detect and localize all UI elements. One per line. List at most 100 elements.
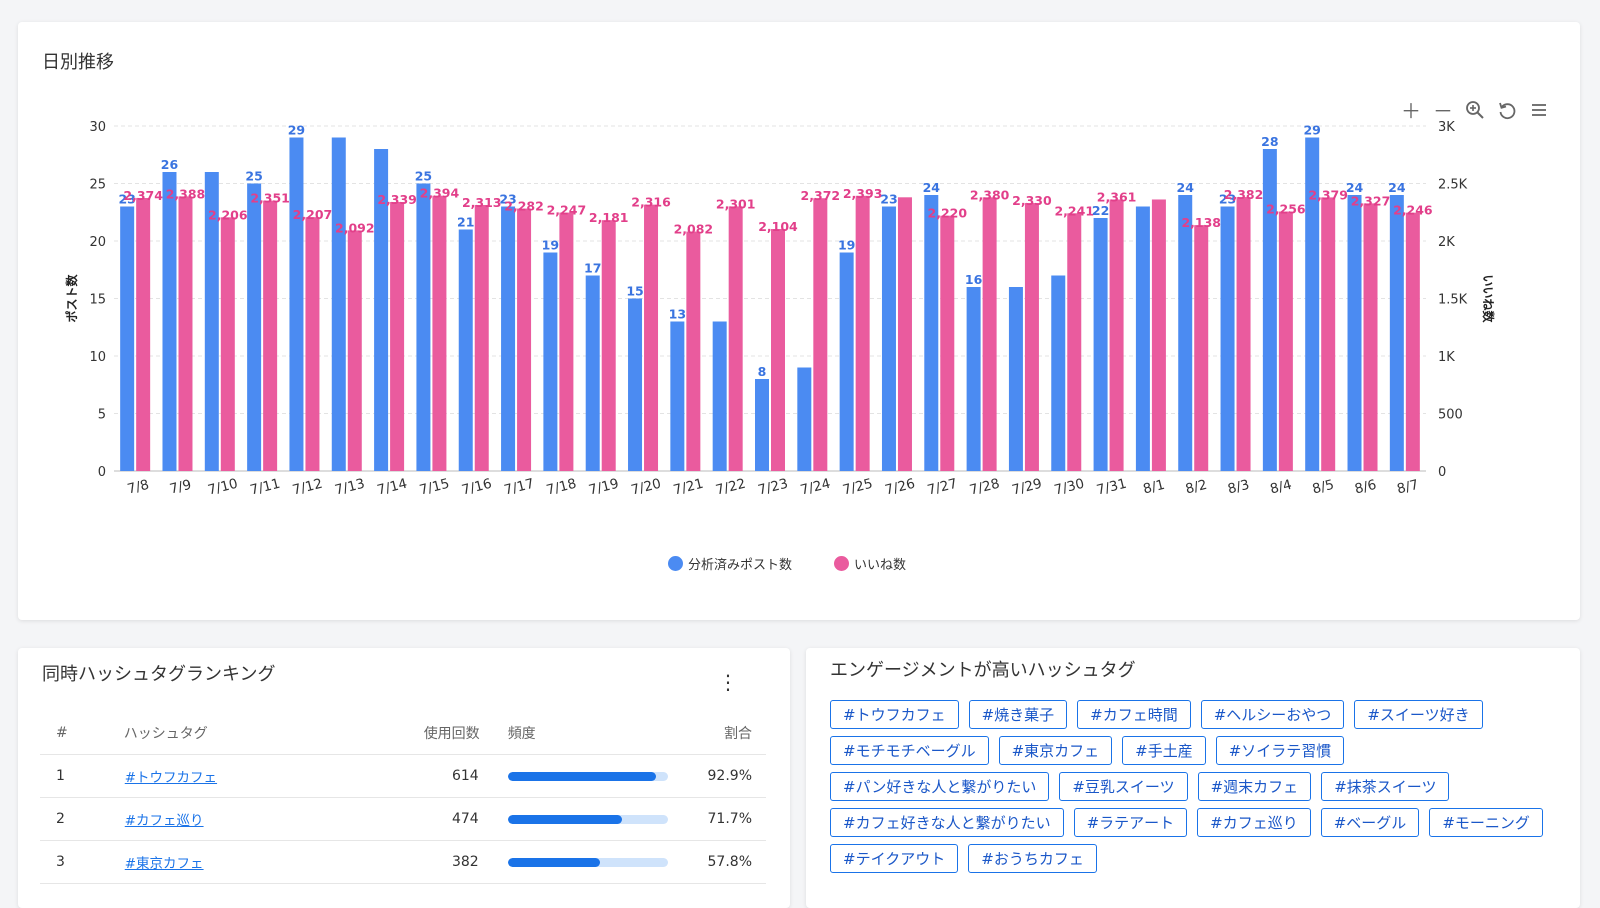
bar-posts [374,149,389,471]
y-right-tick-label: 3K [1438,120,1455,135]
bar-posts [247,183,262,471]
bar-posts [712,321,727,471]
col-ratio[interactable]: 割合 [706,712,766,755]
bar-likes [178,196,193,471]
data-label-likes: 2,393 [843,186,883,201]
hashtag-chip[interactable]: #ソイラテ習慣 [1215,736,1345,765]
data-label-likes: 2,256 [1266,202,1306,217]
bar-posts [1051,275,1066,471]
bar-likes [305,217,320,471]
data-label-posts: 26 [161,157,179,172]
bar-likes [813,198,828,471]
x-tick-label: 7/12 [291,476,324,499]
y-left-axis-title: ポスト数 [64,274,79,323]
hashtag-chip[interactable]: #東京カフェ [998,736,1113,765]
data-label-likes: 2,104 [758,219,798,234]
x-tick-label: 8/1 [1141,477,1166,498]
bar-posts [1305,137,1320,471]
data-label-posts: 24 [923,180,941,195]
bar-posts [1178,195,1193,471]
hashtag-chip[interactable]: #おうちカフェ [968,844,1097,873]
bar-likes [220,217,235,471]
col-frequency[interactable]: 頻度 [479,712,707,755]
bar-likes [390,202,405,471]
legend-posts-label: 分析済みポスト数 [688,558,793,573]
ranking-table: # ハッシュタグ 使用回数 頻度 割合 1 #トウフカフェ 614 92.9% … [40,712,766,884]
bar-posts [501,206,516,471]
hashtag-chip[interactable]: #スイーツ好き [1354,700,1483,729]
bar-posts [966,287,981,471]
x-tick-label: 7/9 [168,477,193,498]
data-label-likes: 2,382 [1224,187,1264,202]
row-hashtag-link[interactable]: #カフェ巡り [124,813,204,829]
hashtag-chip[interactable]: #パン好きな人と繋がりたい [830,772,1050,801]
data-label-likes: 2,372 [801,188,841,203]
hashtag-chip[interactable]: #トウフカフェ [830,700,959,729]
hashtag-chip[interactable]: #ヘルシーおやつ [1200,700,1345,729]
hashtag-chip[interactable]: #手土産 [1122,736,1206,765]
hashtag-chip[interactable]: #週末カフェ [1197,772,1312,801]
data-label-posts: 29 [1303,123,1320,138]
data-label-likes: 2,206 [208,207,248,222]
data-label-posts: 24 [1388,180,1406,195]
y-left-tick-label: 30 [89,120,106,135]
row-rank: 3 [40,840,124,884]
x-tick-label: 7/23 [756,476,789,499]
more-options-icon[interactable]: ⋮ [718,670,738,694]
menu-icon[interactable] [1528,100,1550,122]
bar-posts [585,275,600,471]
bar-posts [458,229,473,471]
x-tick-label: 7/16 [460,476,493,499]
data-label-posts: 19 [838,238,855,253]
x-tick-label: 8/3 [1226,477,1251,498]
bar-likes [940,215,955,471]
bar-likes [517,208,532,471]
bar-posts [1093,218,1108,471]
hashtag-chip[interactable]: #カフェ巡り [1197,808,1311,837]
bar-likes [897,197,912,472]
legend-likes[interactable]: いいね数 [834,554,906,573]
data-label-likes: 2,301 [716,196,756,211]
bar-posts [204,172,219,471]
reset-icon[interactable] [1496,100,1518,122]
bar-posts [162,172,177,471]
hashtag-chip[interactable]: #ラテアート [1073,808,1188,837]
data-label-posts: 28 [1261,134,1278,149]
zoom-minus-icon[interactable]: － [1433,99,1453,123]
data-label-likes: 2,246 [1393,203,1433,218]
frequency-bar-fill [507,857,601,867]
hashtag-chip[interactable]: #抹茶スイーツ [1321,772,1450,801]
row-count: 382 [372,840,480,884]
bar-posts [120,206,135,471]
hashtag-chip[interactable]: #ベーグル [1320,808,1420,837]
y-right-axis-title: いいね数 [1481,274,1496,323]
y-right-tick-label: 1.5K [1438,293,1468,308]
hashtag-chip[interactable]: #モチモチベーグル [830,736,989,765]
hashtag-chip[interactable]: #テイクアウト [830,844,959,873]
hashtag-chip[interactable]: #カフェ時間 [1077,700,1191,729]
hashtag-chip-list: #トウフカフェ #焼き菓子 #カフェ時間 #ヘルシーおやつ #スイーツ好き #モチモチベー… [830,700,1550,873]
row-hashtag-link[interactable]: #東京カフェ [124,856,204,872]
y-right-tick-label: 1K [1438,350,1455,365]
bar-likes [559,212,574,471]
row-hashtag-link[interactable]: #トウフカフェ [124,770,218,786]
hashtag-chip[interactable]: #焼き菓子 [968,700,1068,729]
col-hashtag[interactable]: ハッシュタグ [123,712,373,755]
x-tick-label: 7/14 [375,476,408,499]
x-tick-label: 7/8 [126,477,151,498]
x-tick-label: 7/13 [333,476,366,499]
bar-posts [543,252,558,471]
col-count[interactable]: 使用回数 [372,712,480,755]
ranking-title: 同時ハッシュタグランキング [42,664,276,685]
y-left-tick-label: 0 [98,465,106,480]
zoom-in-icon[interactable] [1464,100,1486,122]
frequency-bar [507,857,668,867]
zoom-plus-icon[interactable]: ＋ [1401,99,1421,123]
legend-posts[interactable]: 分析済みポスト数 [668,554,792,573]
hashtag-chip[interactable]: #豆乳スイーツ [1059,772,1188,801]
hashtag-chip[interactable]: #カフェ好きな人と繋がりたい [830,808,1064,837]
data-label-posts: 23 [1219,192,1236,207]
col-rank[interactable]: # [40,712,124,755]
hashtag-chip[interactable]: #モーニング [1429,808,1543,837]
x-tick-label: 7/31 [1095,476,1128,499]
